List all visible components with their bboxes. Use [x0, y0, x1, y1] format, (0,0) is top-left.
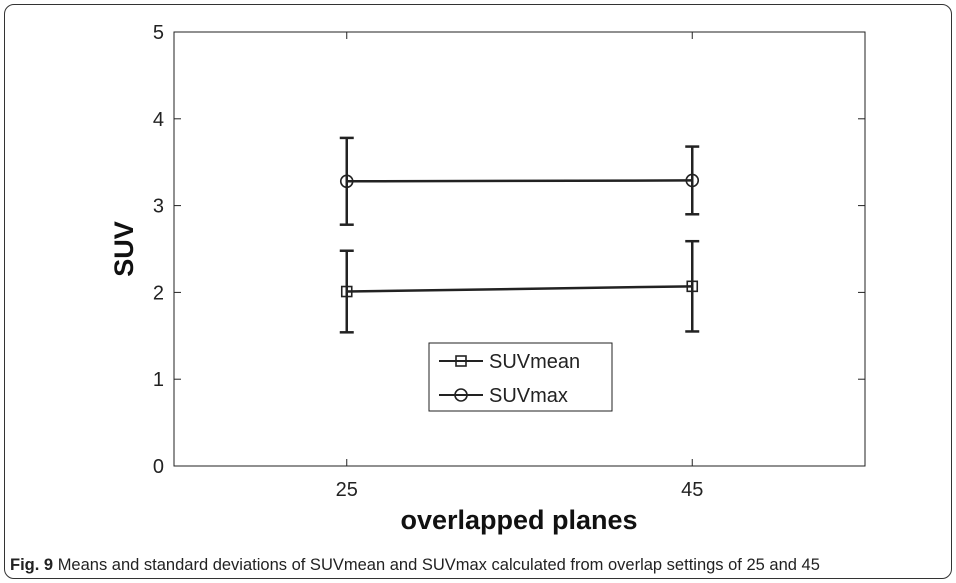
legend-label: SUVmean: [489, 351, 580, 373]
x-tick-label: 25: [336, 479, 358, 501]
y-axis-label: SUV: [109, 221, 139, 277]
legend-marker-circle: [454, 388, 468, 402]
data-point-SUVmean: [340, 285, 353, 298]
data-marks: [339, 136, 700, 334]
plot-area: [173, 31, 866, 467]
y-tick-label: 4: [153, 109, 164, 131]
x-tick-label: 45: [681, 479, 703, 501]
figure-frame: [4, 4, 952, 579]
y-tick-label: 5: [153, 22, 164, 44]
legend-box: [428, 342, 613, 412]
series-line-SUVmax: [346, 179, 693, 183]
x-axis-label: overlapped planes: [400, 505, 637, 535]
figure-caption: Fig. 9 Means and standard deviations of …: [10, 556, 950, 575]
legend: SUVmean SUVmax: [428, 342, 613, 412]
y-tick-label: 0: [153, 456, 164, 478]
legend-marker-square: [455, 355, 467, 367]
series-line-SUVmean: [346, 285, 693, 293]
legend-label: SUVmax: [489, 385, 568, 407]
y-tick-label: 3: [153, 196, 164, 218]
data-point-SUVmax: [685, 173, 700, 188]
caption-label: Fig. 9: [10, 556, 54, 574]
y-tick-label: 1: [153, 369, 164, 391]
data-point-SUVmean: [686, 280, 699, 293]
y-tick-label: 2: [153, 282, 164, 304]
data-point-SUVmax: [339, 174, 354, 189]
caption-text: Means and standard deviations of SUVmean…: [57, 556, 820, 574]
